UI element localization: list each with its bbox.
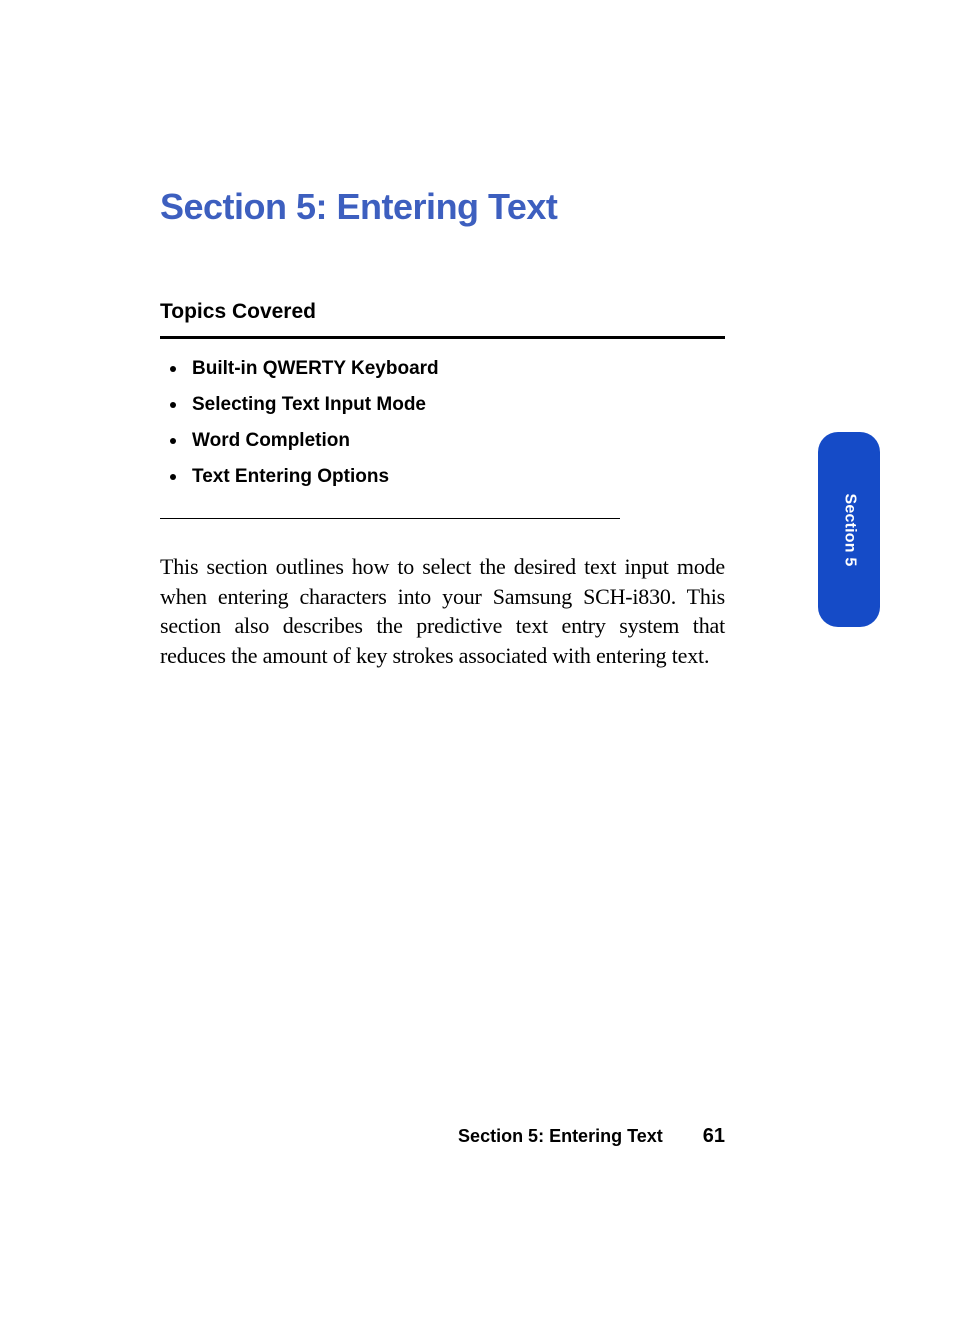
bullet-icon xyxy=(170,402,176,408)
divider-thin xyxy=(160,518,620,519)
list-item-label: Word Completion xyxy=(192,430,350,452)
side-tab-label: Section 5 xyxy=(840,493,858,566)
bullet-icon xyxy=(170,474,176,480)
list-item-label: Text Entering Options xyxy=(192,466,389,488)
topics-list: Built-in QWERTY Keyboard Selecting Text … xyxy=(160,358,725,502)
document-page: Section 5: Entering Text Topics Covered … xyxy=(0,0,954,1319)
body-paragraph: This section outlines how to select the … xyxy=(160,552,725,671)
page-footer: Section 5: Entering Text 61 xyxy=(160,1125,725,1148)
list-item: Word Completion xyxy=(160,430,725,452)
list-item: Built-in QWERTY Keyboard xyxy=(160,358,725,380)
list-item-label: Built-in QWERTY Keyboard xyxy=(192,358,439,380)
bullet-icon xyxy=(170,366,176,372)
section-side-tab: Section 5 xyxy=(818,432,880,627)
list-item: Selecting Text Input Mode xyxy=(160,394,725,416)
list-item: Text Entering Options xyxy=(160,466,725,488)
bullet-icon xyxy=(170,438,176,444)
footer-page-number: 61 xyxy=(703,1125,725,1148)
topics-heading: Topics Covered xyxy=(160,300,316,324)
footer-section-title: Section 5: Entering Text xyxy=(458,1126,663,1147)
divider-thick xyxy=(160,336,725,339)
list-item-label: Selecting Text Input Mode xyxy=(192,394,426,416)
section-title: Section 5: Entering Text xyxy=(160,186,557,228)
